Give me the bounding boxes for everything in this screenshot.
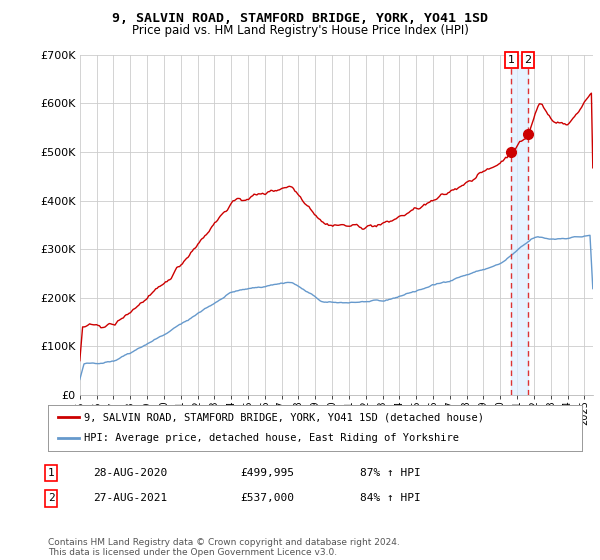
Text: 84% ↑ HPI: 84% ↑ HPI (360, 493, 421, 503)
Bar (511, 55, 528, 395)
Text: 2: 2 (47, 493, 55, 503)
Text: 28-AUG-2020: 28-AUG-2020 (93, 468, 167, 478)
Text: 87% ↑ HPI: 87% ↑ HPI (360, 468, 421, 478)
Text: HPI: Average price, detached house, East Riding of Yorkshire: HPI: Average price, detached house, East… (84, 433, 459, 444)
Text: 9, SALVIN ROAD, STAMFORD BRIDGE, YORK, YO41 1SD (detached house): 9, SALVIN ROAD, STAMFORD BRIDGE, YORK, Y… (84, 412, 484, 422)
Text: Price paid vs. HM Land Registry's House Price Index (HPI): Price paid vs. HM Land Registry's House … (131, 24, 469, 36)
Text: £537,000: £537,000 (240, 493, 294, 503)
Text: 27-AUG-2021: 27-AUG-2021 (93, 493, 167, 503)
Text: £499,995: £499,995 (240, 468, 294, 478)
Text: 2: 2 (524, 55, 532, 65)
Text: 1: 1 (47, 468, 55, 478)
Text: 9, SALVIN ROAD, STAMFORD BRIDGE, YORK, YO41 1SD: 9, SALVIN ROAD, STAMFORD BRIDGE, YORK, Y… (112, 12, 488, 25)
Text: 1: 1 (508, 55, 515, 65)
Text: Contains HM Land Registry data © Crown copyright and database right 2024.
This d: Contains HM Land Registry data © Crown c… (48, 538, 400, 557)
